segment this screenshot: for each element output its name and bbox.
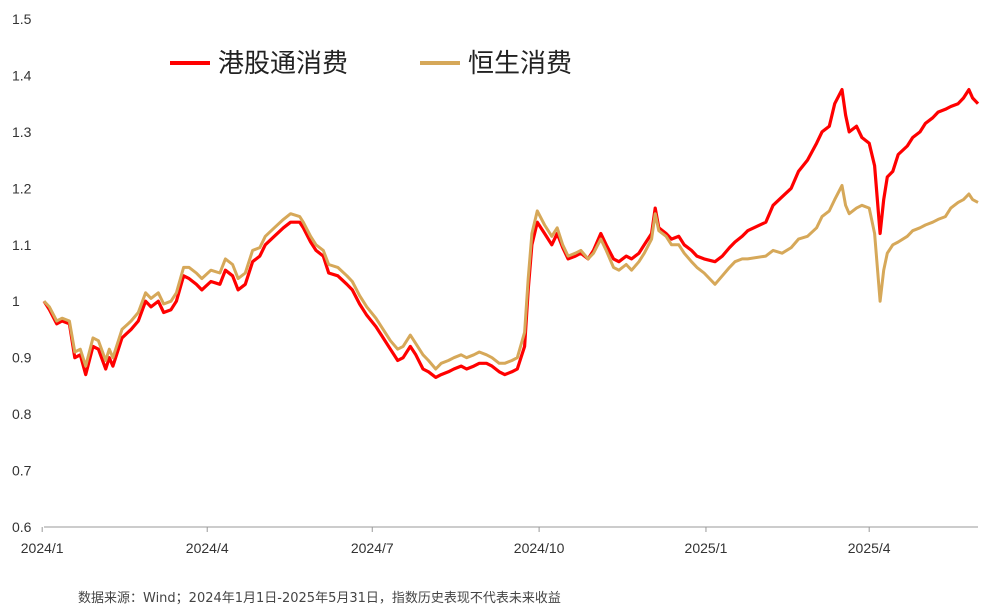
y-tick-label: 1.3 (12, 124, 32, 140)
x-axis: 2024/1 2024/4 2024/7 2024/10 2025/1 2025/4 (21, 526, 978, 556)
y-tick-label: 1.1 (12, 237, 32, 253)
x-tick-label: 2024/10 (514, 540, 565, 556)
y-tick-label: 0.6 (12, 519, 32, 535)
legend: 港股通消费 恒生消费 (170, 49, 572, 79)
y-tick-label: 1 (12, 293, 20, 309)
y-tick-label: 0.9 (12, 350, 32, 366)
x-tick-label: 2024/4 (186, 540, 229, 556)
source-note: 数据来源：Wind；2024年1月1日-2025年5月31日，指数历史表现不代表… (78, 591, 561, 606)
x-tick-label: 2025/4 (848, 540, 891, 556)
y-axis: 0.6 0.7 0.8 0.9 1 1.1 1.2 1.3 1.4 1.5 (12, 11, 32, 535)
legend-label: 恒生消费 (468, 49, 572, 79)
y-tick-label: 1.5 (12, 11, 32, 27)
y-tick-label: 1.2 (12, 180, 32, 196)
series-line-2 (42, 184, 979, 371)
y-tick-label: 0.7 (12, 463, 32, 479)
x-tick-label: 2024/7 (351, 540, 394, 556)
legend-label: 港股通消费 (218, 49, 348, 79)
x-tick-label: 2024/1 (21, 540, 64, 556)
series-line-1 (42, 87, 980, 379)
series-lines (42, 87, 980, 379)
x-tick-label: 2025/1 (685, 540, 728, 556)
y-tick-label: 0.8 (12, 406, 32, 422)
y-tick-label: 1.4 (12, 67, 32, 83)
